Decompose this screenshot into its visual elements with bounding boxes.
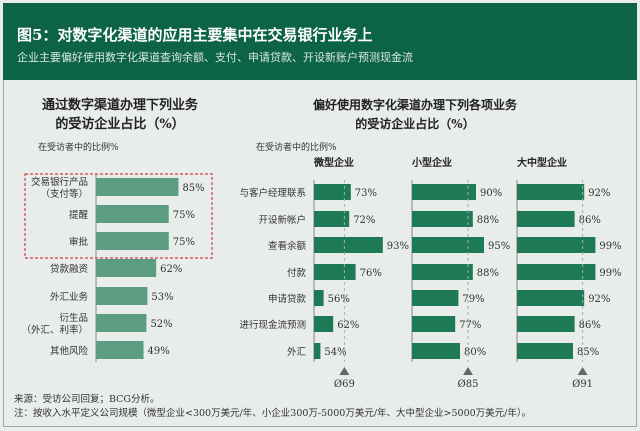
right-bar bbox=[314, 343, 321, 359]
right-bar bbox=[314, 290, 324, 306]
right-bar-label: 95% bbox=[488, 241, 510, 252]
right-bar bbox=[412, 343, 460, 359]
right-chart-title: 偏好使用数字化渠道办理下列各项业务 的受访企业占比（%） bbox=[250, 96, 580, 134]
left-category-label: 交易银行产品 bbox=[31, 176, 88, 188]
left-axis-note: 在受访者中的比例% bbox=[38, 143, 119, 153]
right-title-line2: 的受访企业占比（%） bbox=[355, 117, 475, 131]
right-title-line1: 偏好使用数字化渠道办理下列各项业务 bbox=[312, 98, 517, 112]
right-bar bbox=[517, 290, 585, 306]
right-bar bbox=[412, 211, 473, 227]
right-bar bbox=[517, 316, 575, 332]
right-bar-label: 86% bbox=[579, 320, 601, 331]
right-bar-label: 73% bbox=[355, 188, 377, 199]
right-axis-note: 在受访者中的比例% bbox=[256, 143, 337, 153]
right-bar-label: 62% bbox=[337, 320, 359, 331]
left-category-label: 衍生品 bbox=[59, 312, 88, 324]
left-title-line2: 的受访企业占比（%） bbox=[55, 117, 185, 132]
right-bar-label: 79% bbox=[462, 294, 484, 305]
right-bar-label: 56% bbox=[328, 294, 350, 305]
left-category-label: 外汇业务 bbox=[50, 291, 89, 303]
left-bar bbox=[96, 259, 157, 277]
right-bar-label: 88% bbox=[477, 215, 499, 226]
average-triangle-icon bbox=[339, 367, 350, 375]
right-category-label: 申请贷款 bbox=[268, 293, 307, 305]
left-bar-label: 75% bbox=[173, 237, 195, 248]
right-bar bbox=[314, 237, 383, 253]
left-category-label: 贷款融资 bbox=[50, 263, 89, 275]
average-label: Ø69 bbox=[334, 379, 355, 390]
footnote: 注：按收入水平定义公司规模（微型企业<300万美元/年、小企业300万-5000… bbox=[14, 408, 532, 419]
right-bar bbox=[412, 290, 459, 306]
right-bar bbox=[412, 316, 456, 332]
left-bar bbox=[96, 178, 179, 196]
chart-frame bbox=[3, 80, 637, 427]
average-label: Ø85 bbox=[458, 379, 479, 390]
right-category-label: 开设新帐户 bbox=[258, 214, 306, 226]
left-category-label: 审批 bbox=[69, 236, 89, 248]
right-bar bbox=[314, 316, 334, 332]
left-category-label: （外汇、利率） bbox=[21, 324, 88, 336]
right-bar-label: 90% bbox=[480, 188, 502, 199]
left-category-label: 其他风险 bbox=[50, 345, 89, 357]
left-bar-label: 49% bbox=[148, 346, 170, 357]
right-category-label: 查看余额 bbox=[268, 240, 307, 252]
figure-title: 图5：对数字化渠道的应用主要集中在交易银行业务上 bbox=[17, 26, 373, 44]
series-title: 微型企业 bbox=[313, 156, 354, 169]
average-label: Ø91 bbox=[572, 379, 593, 390]
right-bar bbox=[517, 237, 596, 253]
left-category-label: 提醒 bbox=[69, 209, 89, 221]
right-bar-label: 93% bbox=[387, 241, 409, 252]
right-bar-label: 99% bbox=[599, 241, 621, 252]
series-title: 大中型企业 bbox=[517, 156, 567, 169]
left-bar-label: 85% bbox=[182, 183, 204, 194]
right-bar bbox=[412, 184, 476, 200]
right-bar-label: 80% bbox=[464, 347, 486, 358]
right-bar-label: 76% bbox=[360, 268, 382, 279]
highlight-box bbox=[24, 173, 213, 259]
right-bar bbox=[314, 184, 351, 200]
average-triangle-icon bbox=[463, 367, 473, 375]
source-note: 来源：受访公司回复；BCG分析。 bbox=[14, 394, 160, 405]
left-bar bbox=[96, 341, 144, 359]
left-bar bbox=[96, 205, 169, 223]
left-bar bbox=[96, 232, 169, 250]
left-chart-title: 通过数字渠道办理下列业务 的受访企业占比（%） bbox=[20, 96, 220, 134]
left-bar-label: 75% bbox=[173, 210, 195, 221]
right-bar bbox=[412, 264, 473, 280]
figure-subtitle: 企业主要偏好使用数字化渠道查询余额、支付、申请贷款、开设新账户预测现金流 bbox=[17, 51, 413, 64]
left-bar-label: 52% bbox=[150, 319, 172, 330]
left-title-line1: 通过数字渠道办理下列业务 bbox=[41, 98, 198, 113]
left-bar-label: 62% bbox=[160, 264, 182, 275]
right-bar-label: 99% bbox=[599, 268, 621, 279]
series-title: 小型企业 bbox=[411, 156, 452, 169]
right-category-label: 进行现金流预测 bbox=[239, 319, 306, 331]
right-bar-label: 72% bbox=[353, 215, 375, 226]
right-bar-label: 92% bbox=[588, 294, 610, 305]
right-bar bbox=[412, 237, 484, 253]
right-bar-label: 92% bbox=[588, 188, 610, 199]
right-bar-label: 88% bbox=[477, 268, 499, 279]
right-bar bbox=[517, 343, 573, 359]
right-category-label: 外汇 bbox=[287, 346, 307, 358]
average-triangle-icon bbox=[577, 367, 588, 375]
right-bar bbox=[517, 211, 575, 227]
right-bar-label: 54% bbox=[324, 347, 346, 358]
right-category-label: 与客户经理联系 bbox=[239, 187, 306, 199]
right-bar bbox=[314, 264, 356, 280]
right-bar bbox=[517, 264, 596, 280]
left-bar bbox=[96, 314, 147, 332]
left-bar bbox=[96, 287, 148, 305]
header-band: 图5：对数字化渠道的应用主要集中在交易银行业务上 企业主要偏好使用数字化渠道查询… bbox=[3, 3, 637, 80]
right-bar-label: 85% bbox=[577, 347, 599, 358]
right-category-label: 付款 bbox=[287, 267, 307, 279]
left-bar-label: 53% bbox=[151, 292, 173, 303]
right-bar bbox=[314, 211, 350, 227]
left-category-label: （支付等） bbox=[40, 188, 88, 200]
right-bar-label: 77% bbox=[459, 320, 481, 331]
right-bar-label: 86% bbox=[579, 215, 601, 226]
right-bar bbox=[517, 184, 585, 200]
